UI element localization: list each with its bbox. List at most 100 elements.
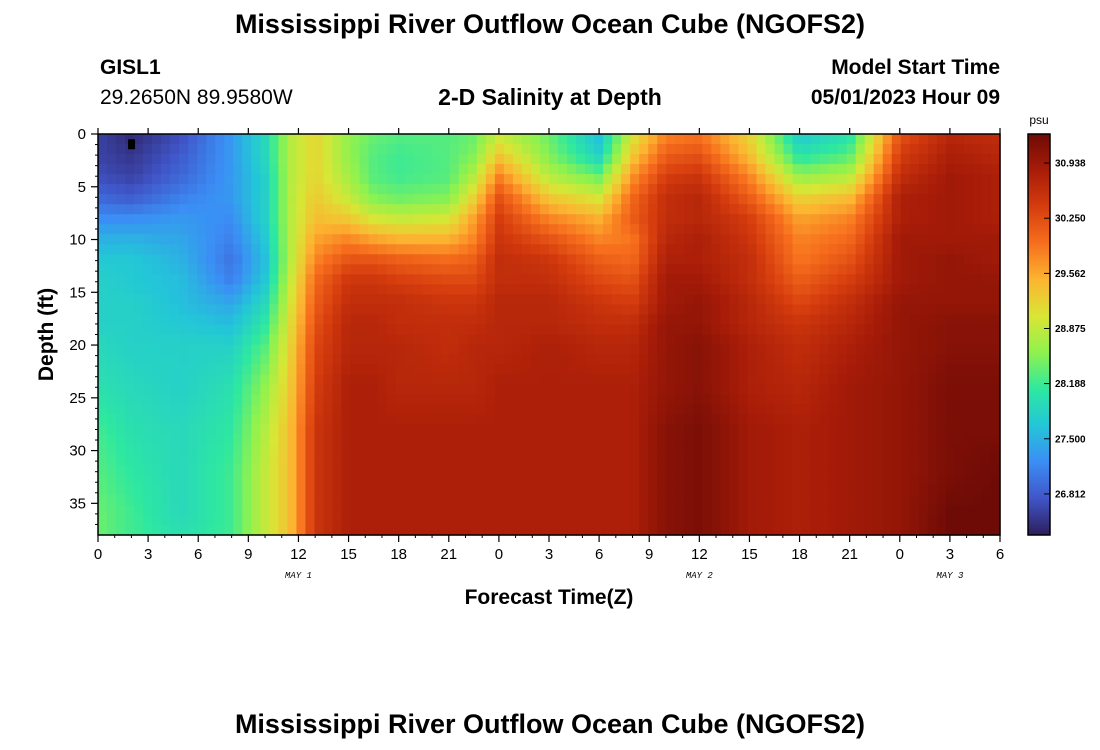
heatmap-cell: [792, 254, 803, 265]
heatmap-cell: [783, 304, 794, 316]
heatmap-cell: [792, 494, 803, 506]
heatmap-cell: [585, 254, 595, 265]
heatmap-cell: [503, 304, 514, 316]
heatmap-cell: [458, 164, 469, 175]
heatmap-cell: [485, 144, 496, 155]
heatmap-cell: [702, 214, 712, 225]
heatmap-cell: [576, 364, 586, 376]
heatmap-cell: [251, 184, 261, 195]
heatmap-cell: [503, 474, 514, 486]
x-tick-label: 3: [946, 546, 954, 563]
heatmap-cell: [603, 504, 613, 516]
heatmap-cell: [530, 214, 541, 225]
heatmap-cell: [215, 134, 225, 145]
heatmap-cell: [188, 364, 198, 376]
heatmap-cell: [837, 234, 848, 245]
heatmap-cell: [963, 164, 974, 175]
heatmap-cell: [107, 314, 117, 326]
heatmap-cell: [747, 364, 758, 376]
heatmap-cell: [512, 434, 523, 446]
heatmap-cell: [98, 294, 108, 306]
heatmap-cell: [792, 174, 803, 185]
heatmap-cell: [440, 474, 451, 486]
heatmap-cell: [603, 374, 613, 386]
heatmap-cell: [422, 504, 433, 516]
heatmap-cell: [395, 394, 406, 406]
heatmap-cell: [503, 504, 514, 516]
heatmap-cell: [873, 184, 884, 195]
heatmap-cell: [161, 334, 171, 346]
heatmap-cell: [711, 514, 721, 526]
heatmap-cell: [567, 324, 577, 336]
heatmap-cell: [801, 284, 812, 296]
heatmap-cell: [738, 504, 749, 516]
heatmap-cell: [413, 504, 424, 516]
heatmap-cell: [467, 164, 478, 175]
heatmap-cell: [720, 514, 730, 526]
heatmap-cell: [981, 194, 992, 205]
heatmap-cell: [594, 374, 604, 386]
heatmap-cell: [954, 334, 965, 346]
heatmap-cell: [197, 224, 207, 235]
heatmap-cell: [918, 194, 929, 205]
heatmap-cell: [125, 444, 135, 456]
heatmap-cell: [567, 504, 577, 516]
heatmap-cell: [720, 154, 730, 165]
heatmap-cell: [819, 244, 830, 255]
heatmap-cell: [774, 364, 785, 376]
heatmap-cell: [530, 484, 541, 496]
heatmap-cell: [404, 154, 415, 165]
heatmap-cell: [395, 254, 406, 265]
heatmap-cell: [972, 384, 983, 396]
heatmap-cell: [395, 204, 406, 215]
heatmap-cell: [503, 274, 514, 285]
heatmap-cell: [603, 354, 613, 366]
heatmap-cell: [567, 214, 577, 225]
heatmap-cell: [855, 504, 866, 516]
heatmap-cell: [260, 264, 270, 275]
heatmap-cell: [530, 454, 541, 466]
heatmap-cell: [305, 234, 316, 245]
heatmap-cell: [558, 164, 568, 175]
heatmap-cell: [675, 434, 685, 446]
heatmap-cell: [179, 144, 189, 155]
heatmap-cell: [278, 224, 289, 235]
heatmap-cell: [386, 344, 397, 356]
heatmap-cell: [143, 504, 153, 516]
heatmap-cell: [585, 234, 595, 245]
heatmap-cell: [900, 414, 911, 426]
heatmap-cell: [494, 284, 505, 296]
heatmap-cell: [945, 434, 956, 446]
heatmap-cell: [963, 144, 974, 155]
heatmap-cell: [810, 474, 821, 486]
heatmap-cell: [603, 394, 613, 406]
heatmap-cell: [594, 284, 604, 296]
heatmap-cell: [891, 464, 902, 476]
heatmap-cell: [332, 174, 343, 185]
heatmap-cell: [621, 224, 631, 235]
heatmap-cell: [98, 134, 108, 145]
heatmap-cell: [657, 304, 667, 316]
heatmap-cell: [945, 444, 956, 456]
heatmap-cell: [197, 294, 207, 306]
heatmap-cell: [332, 314, 343, 326]
heatmap-cell: [891, 424, 902, 436]
heatmap-cell: [341, 274, 352, 285]
heatmap-cell: [738, 464, 749, 476]
heatmap-cell: [720, 284, 730, 296]
heatmap-cell: [864, 294, 875, 306]
heatmap-cell: [576, 434, 586, 446]
heatmap-cell: [170, 414, 180, 426]
heatmap-cell: [864, 434, 875, 446]
heatmap-cell: [783, 274, 794, 285]
heatmap-cell: [269, 324, 279, 336]
heatmap-cell: [323, 274, 334, 285]
heatmap-cell: [945, 214, 956, 225]
heatmap-cell: [314, 224, 325, 235]
heatmap-cell: [783, 214, 794, 225]
heatmap-cell: [98, 154, 108, 165]
heatmap-cell: [233, 354, 243, 366]
heatmap-cell: [458, 384, 469, 396]
heatmap-cell: [98, 494, 108, 506]
heatmap-cell: [323, 174, 334, 185]
